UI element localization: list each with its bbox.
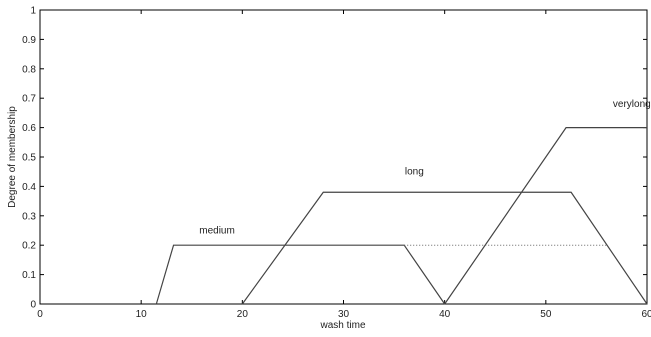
series-label-verylong: verylong — [613, 99, 651, 110]
y-tick-label: 0 — [30, 300, 36, 311]
series-label-medium: medium — [199, 225, 235, 236]
x-tick-label: 60 — [641, 309, 651, 320]
y-tick-label: 0.5 — [22, 153, 36, 164]
y-tick-label: 0.4 — [22, 182, 36, 193]
y-axis-label: Degree of membership — [7, 106, 18, 208]
y-tick-label: 0.6 — [22, 123, 36, 134]
x-tick-label: 0 — [37, 309, 43, 320]
axis-ticks: 0 10 20 30 40 50 60 0 0.1 0.2 0.3 0.4 0.5 0.6 0.7 0.8 0.… — [22, 6, 651, 321]
y-tick-label: 0.8 — [22, 64, 36, 75]
x-tick-label: 10 — [136, 309, 148, 320]
series-line-verylong — [444, 126, 647, 305]
series-labels: medium long verylong — [199, 99, 650, 236]
x-tick-label: 50 — [540, 309, 552, 320]
series-line-long — [241, 191, 648, 305]
y-tick-label: 1 — [30, 6, 36, 17]
x-tick-label: 30 — [338, 309, 350, 320]
y-tick-label: 0.7 — [22, 94, 36, 105]
y-tick-label: 0.1 — [22, 270, 36, 281]
x-tick-label: 20 — [237, 309, 249, 320]
y-tick-label: 0.2 — [22, 241, 36, 252]
series-lines — [155, 126, 648, 305]
plot-area — [39, 9, 648, 305]
y-tick-label: 0.3 — [22, 211, 36, 222]
series-line-medium — [155, 244, 446, 305]
x-axis-label: wash time — [319, 320, 365, 331]
y-tick-label: 0.9 — [22, 35, 36, 46]
series-label-long: long — [405, 167, 424, 178]
x-tick-label: 40 — [439, 309, 451, 320]
